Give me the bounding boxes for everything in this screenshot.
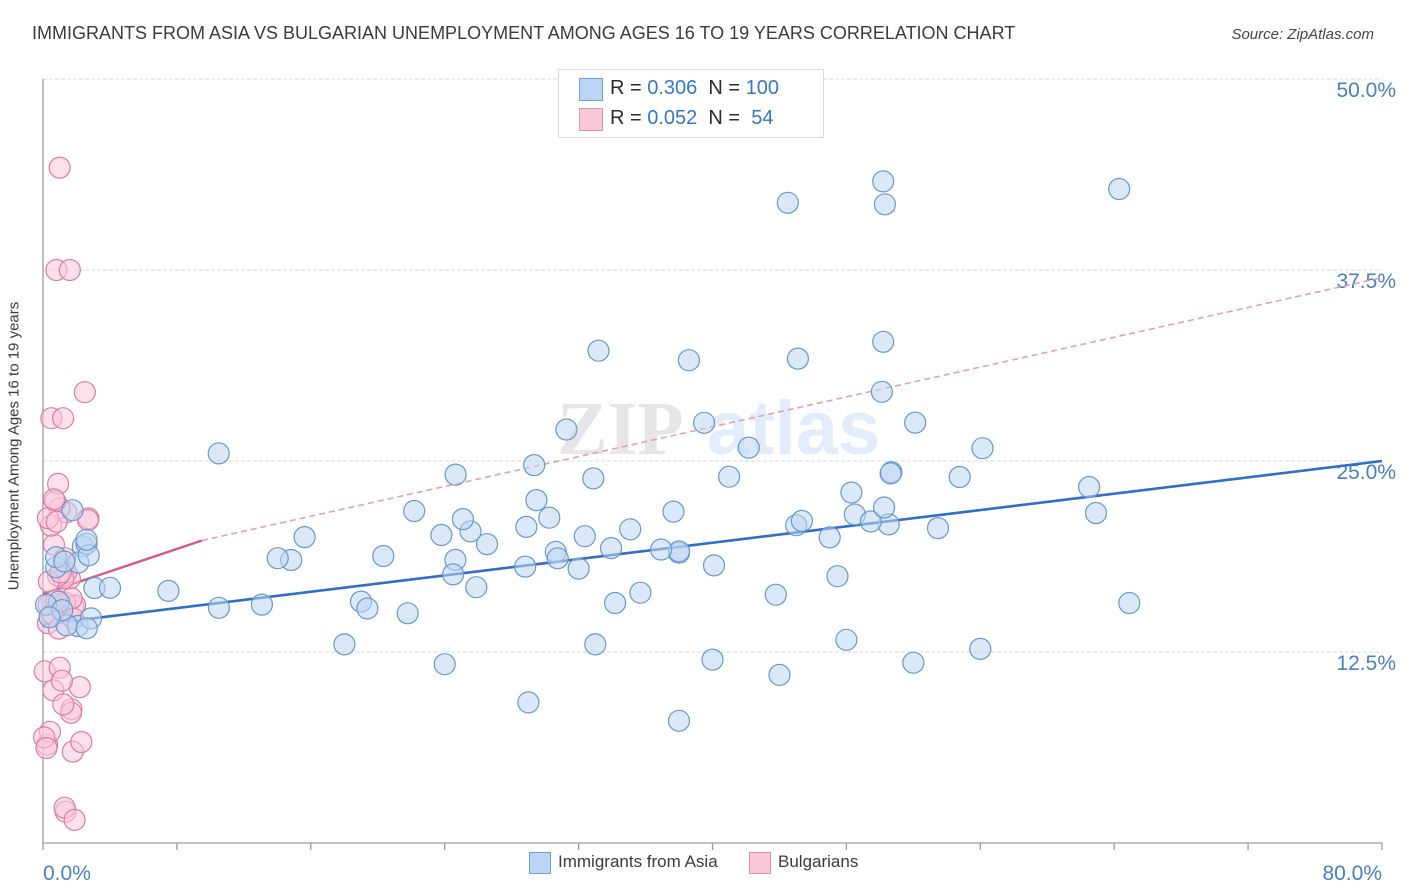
svg-text:50.0%: 50.0%: [1336, 79, 1396, 102]
svg-text:12.5%: 12.5%: [1336, 652, 1396, 675]
svg-text:atlas: atlas: [707, 386, 880, 471]
svg-text:0.0%: 0.0%: [43, 862, 91, 885]
svg-text:80.0%: 80.0%: [1322, 862, 1382, 885]
